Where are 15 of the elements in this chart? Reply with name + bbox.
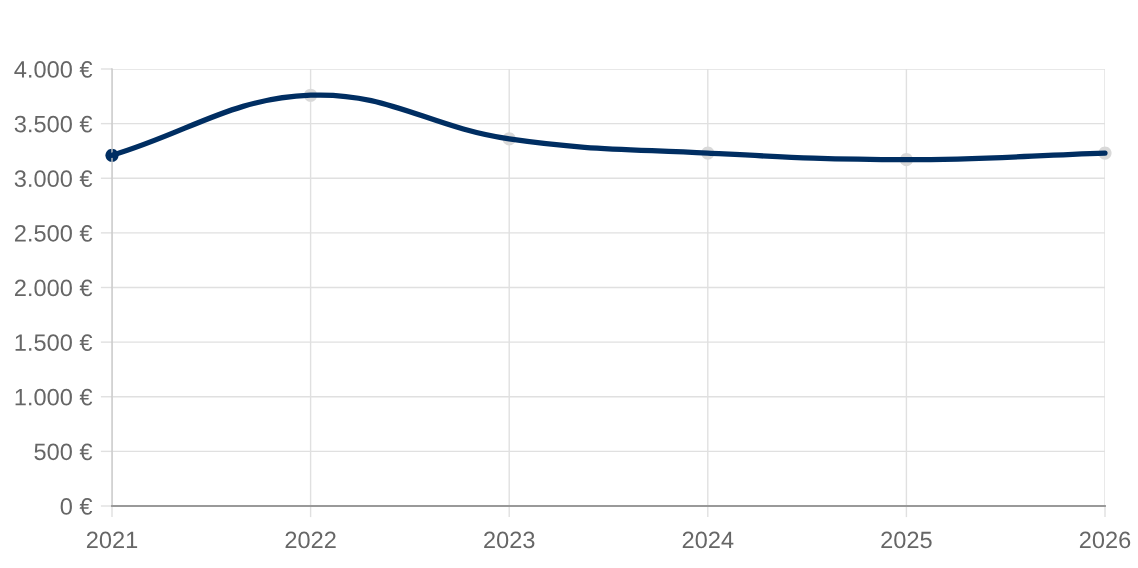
y-tick-label: 3.000 € bbox=[14, 170, 93, 188]
x-tick-label: 2023 bbox=[484, 531, 535, 549]
y-tick-label: 2.000 € bbox=[14, 279, 93, 297]
y-tick-label: 4.000 € bbox=[14, 61, 93, 78]
y-tick-label: 0 € bbox=[60, 498, 93, 515]
x-tick-label: 2024 bbox=[682, 531, 734, 549]
y-tick-label: 2.500 € bbox=[14, 224, 93, 242]
y-tick-label: 1.000 € bbox=[15, 388, 93, 406]
x-tick-label: 2026 bbox=[1079, 531, 1131, 549]
y-tick-label: 3.500 € bbox=[14, 115, 93, 133]
y-tick-label: 1.500 € bbox=[15, 334, 93, 351]
x-tick-label: 2022 bbox=[285, 531, 336, 549]
x-tick-label: 2021 bbox=[86, 531, 138, 549]
y-tick-label: 500 € bbox=[34, 443, 93, 461]
x-tick-label: 2025 bbox=[881, 531, 932, 549]
